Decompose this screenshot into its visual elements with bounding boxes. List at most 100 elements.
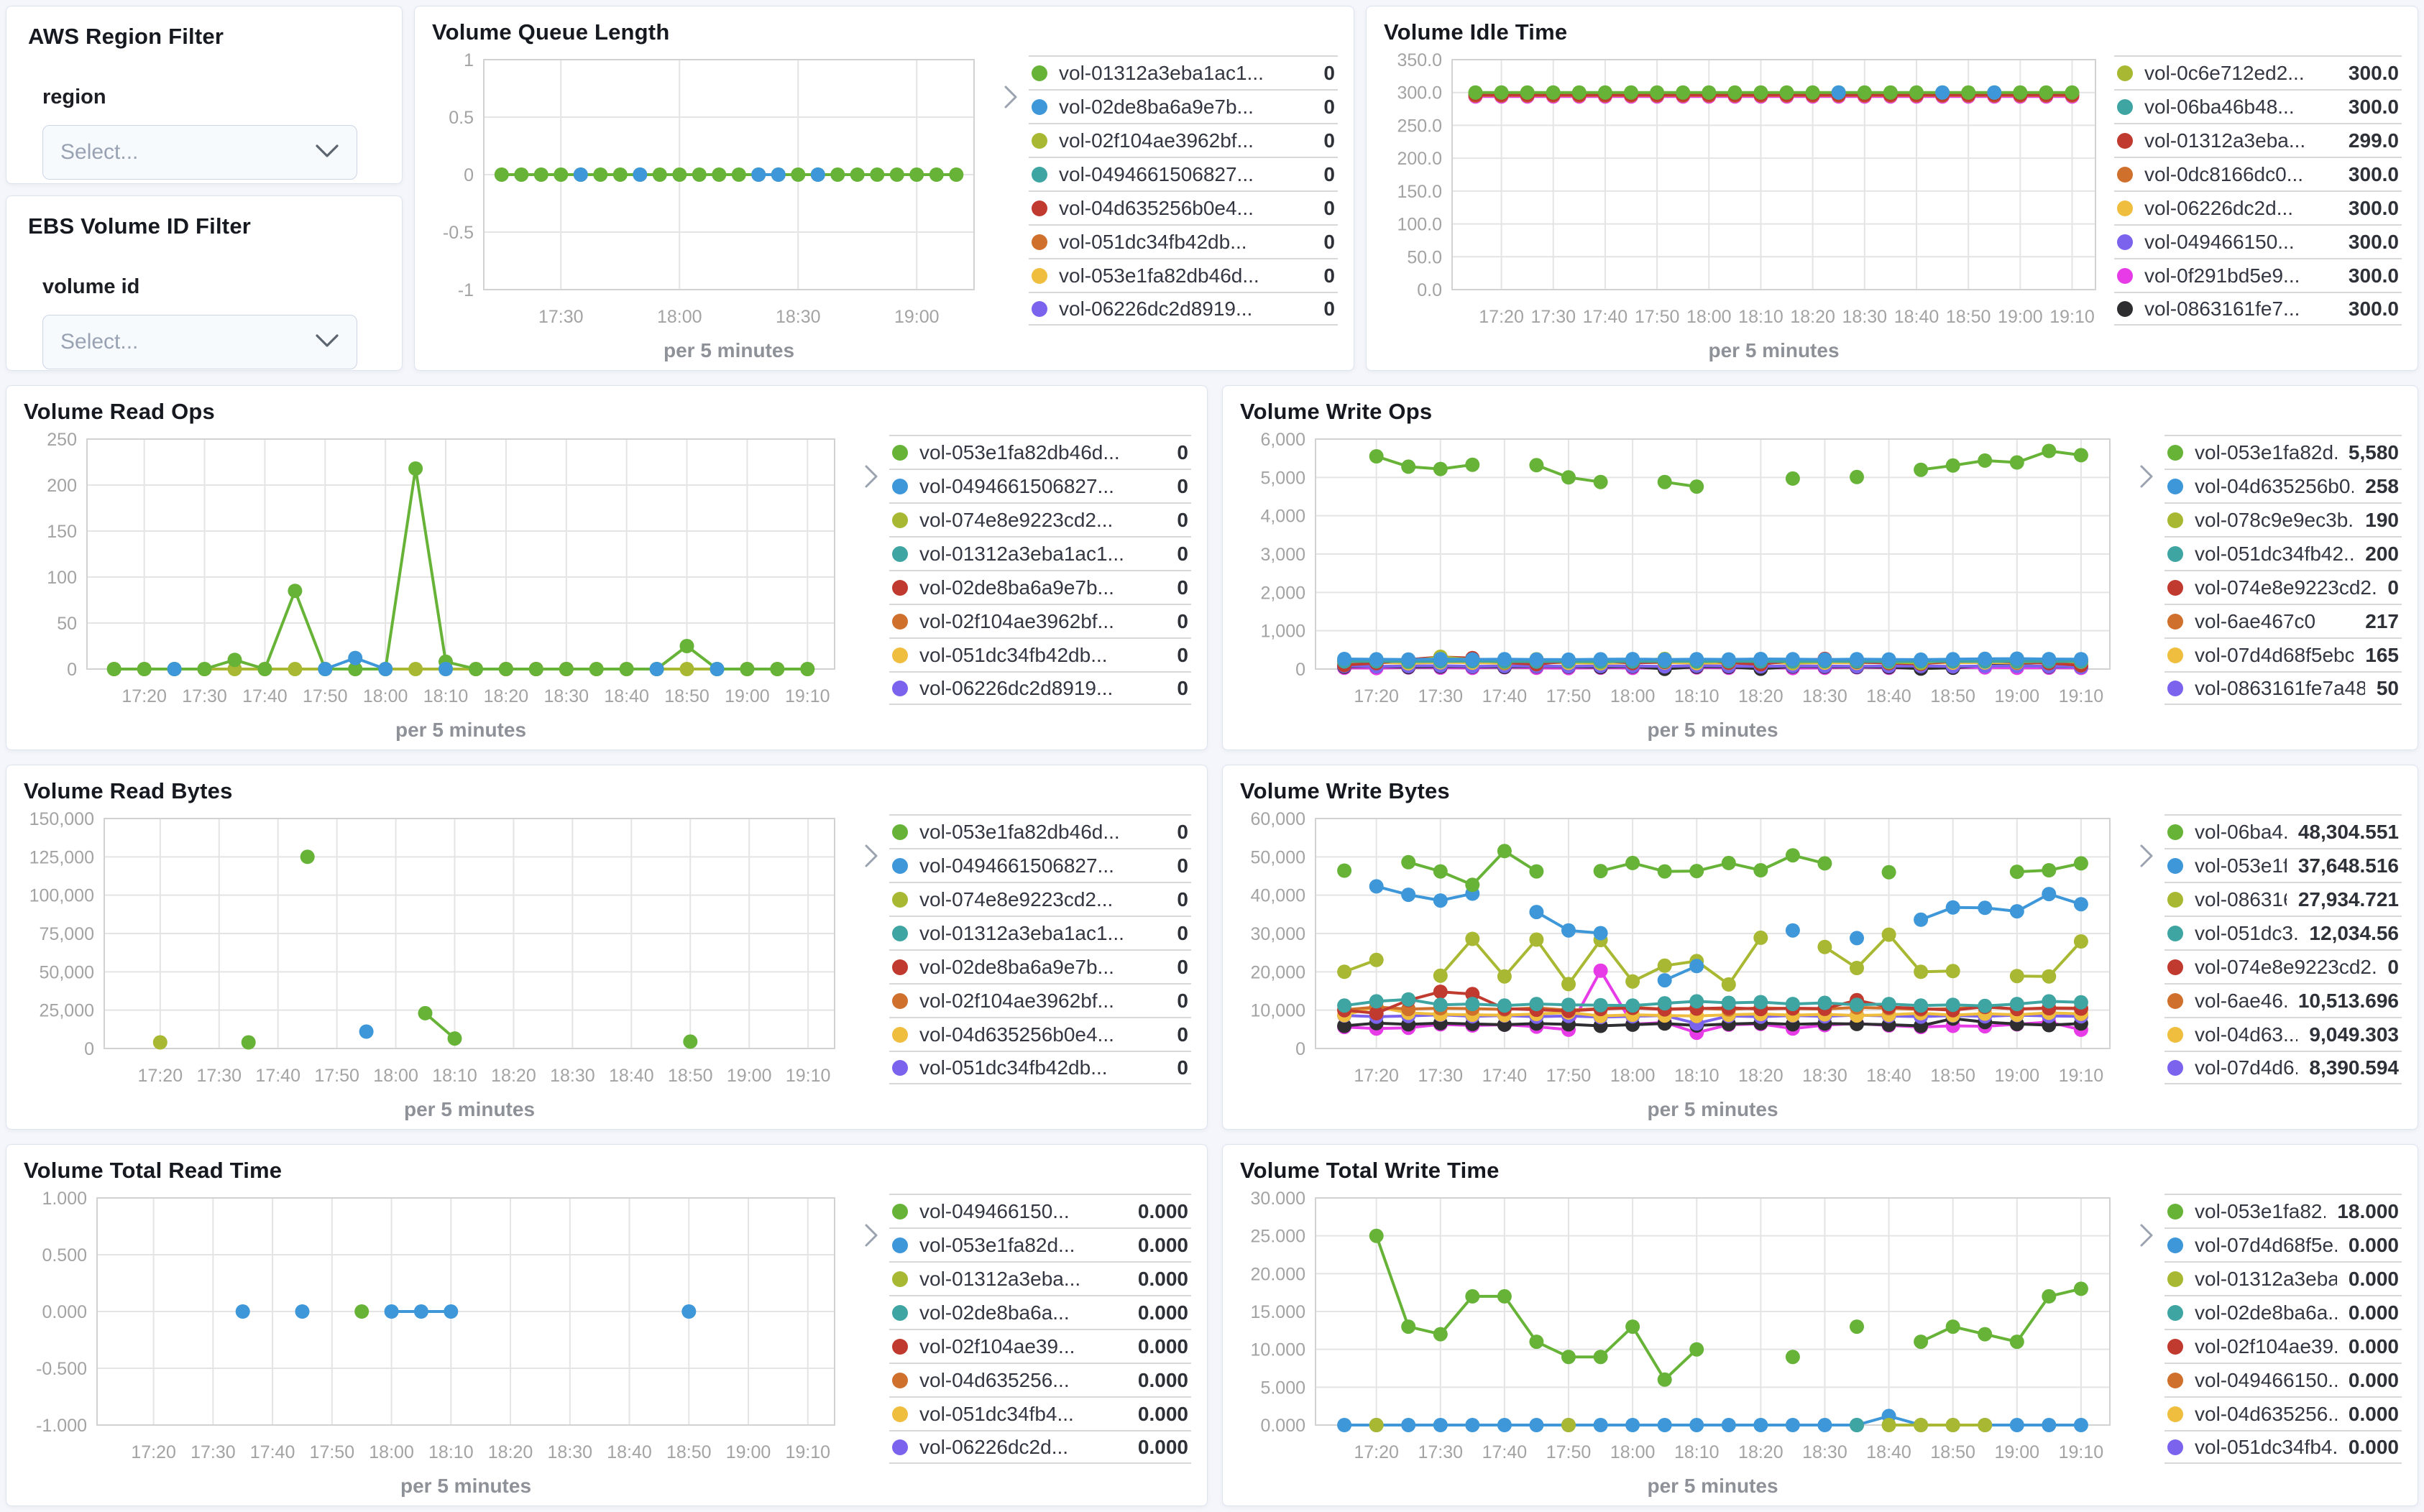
legend-item[interactable]: vol-06ba4... 48,304.551 [2164, 814, 2402, 848]
series-label: vol-049466150... [2195, 1368, 2337, 1391]
series-label: vol-086316... [2195, 888, 2287, 911]
legend-item[interactable]: vol-06226dc2d... 0.000 [889, 1430, 1191, 1464]
legend-item[interactable]: vol-053e1fa82d... 5,580 [2164, 435, 2402, 469]
chart-plot-area[interactable]: 30.000 25.000 20.000 15.000 10.000 5.000 0.000… [1240, 1185, 2129, 1500]
legend-item[interactable]: vol-053e1fa82... 18.000 [2164, 1194, 2402, 1227]
legend-item[interactable]: vol-0dc8166dc0... 300.0 [2114, 157, 2402, 190]
legend-item[interactable]: vol-07d4d68f5e... 0.000 [2164, 1227, 2402, 1261]
legend-item[interactable]: vol-053e1f... 37,648.516 [2164, 848, 2402, 882]
svg-text:18:00: 18:00 [1610, 1442, 1656, 1462]
legend-item[interactable]: vol-02de8ba6a... 0.000 [2164, 1295, 2402, 1329]
chart-plot-area[interactable]: 350.0 300.0 250.0 200.0 150.0 100.0 50.0 0.0 17:… [1384, 47, 2114, 364]
legend-item[interactable]: vol-04d635256... 0.000 [2164, 1396, 2402, 1430]
legend-item[interactable]: vol-051dc3... 12,034.56 [2164, 916, 2402, 949]
legend-item[interactable]: vol-04d635256b0e4... 0 [889, 1017, 1191, 1051]
legend-item[interactable]: vol-01312a3eba... 0.000 [2164, 1261, 2402, 1295]
legend-item[interactable]: vol-051dc34fb4... 0.000 [889, 1396, 1191, 1430]
series-label: vol-074e8e9223cd2... [2195, 955, 2377, 978]
series-last-value: 0 [1177, 474, 1188, 497]
chart-plot-area[interactable]: 250 200 150 100 50 0 17:20 17:30 17:40 17:50 18:00… [24, 426, 853, 744]
legend-collapse-icon[interactable] [853, 843, 889, 869]
legend-item[interactable]: vol-051dc34fb42db... 0 [889, 1051, 1191, 1084]
legend-collapse-icon[interactable] [2129, 464, 2164, 489]
legend-item[interactable]: vol-06ba46b48... 300.0 [2114, 89, 2402, 123]
legend-item[interactable]: vol-051dc34fb42db... 0 [889, 637, 1191, 671]
chart-plot-area[interactable]: 1.000 0.500 0.000 -0.500 -1.000 17:20 17:30 17:… [24, 1185, 853, 1500]
volume-id-select-placeholder: Select... [60, 330, 139, 354]
legend-item[interactable]: vol-04d63... 9,049.303 [2164, 1017, 2402, 1051]
legend-item[interactable]: vol-053e1fa82db46d... 0 [889, 435, 1191, 469]
volume-total-write-time-panel: Volume Total Write Time 30.000 25.000 20.0… [1222, 1144, 2418, 1506]
chart-plot-area[interactable]: 6,000 5,000 4,000 3,000 2,000 1,000 0 17:20 17:3… [1240, 426, 2129, 744]
legend-item[interactable]: vol-0863161fe7a48... 50 [2164, 671, 2402, 705]
legend-item[interactable]: vol-01312a3eba... 0.000 [889, 1261, 1191, 1295]
legend: vol-06ba4... 48,304.551 vol-053e1f... 37,64… [2164, 814, 2402, 1084]
legend-item[interactable]: vol-01312a3eba1ac1... 0 [889, 916, 1191, 949]
legend-collapse-icon[interactable] [993, 84, 1029, 110]
legend-item[interactable]: vol-051dc34fb42... 200 [2164, 536, 2402, 570]
legend-item[interactable]: vol-02f104ae3962bf... 0 [889, 604, 1191, 637]
legend-item[interactable]: vol-01312a3eba1ac1... 0 [1029, 55, 1338, 89]
legend-item[interactable]: vol-07d4d68f5ebc... 165 [2164, 637, 2402, 671]
region-select[interactable]: Select... [42, 125, 357, 180]
legend-item[interactable]: vol-051dc34fb4... 0.000 [2164, 1430, 2402, 1464]
legend-item[interactable]: vol-049466150... 300.0 [2114, 224, 2402, 258]
legend-item[interactable]: vol-02f104ae39... 0.000 [889, 1329, 1191, 1363]
svg-text:18:30: 18:30 [543, 686, 589, 706]
legend-item[interactable]: vol-04d635256b0e4... 0 [1029, 190, 1338, 224]
legend-item[interactable]: vol-078c9e9ec3b... 190 [2164, 502, 2402, 536]
svg-text:250.0: 250.0 [1397, 116, 1442, 136]
legend-item[interactable]: vol-02de8ba6a... 0.000 [889, 1295, 1191, 1329]
legend-item[interactable]: vol-049466150... 0.000 [889, 1194, 1191, 1227]
chart-plot-area[interactable]: 1 0.5 0 -0.5 -1 17:30 18:00 18:30 19:00 per 5 min… [432, 47, 993, 364]
series-label: vol-06226dc2d8919... [1059, 297, 1253, 320]
legend-item[interactable]: vol-053e1fa82d... 0.000 [889, 1227, 1191, 1261]
legend-item[interactable]: vol-06226dc2d8919... 0 [1029, 292, 1338, 326]
chart-plot-area[interactable]: 60,000 50,000 40,000 30,000 20,000 10,000 0 17:… [1240, 806, 2129, 1123]
legend-collapse-icon[interactable] [853, 464, 889, 489]
legend-item[interactable]: vol-074e8e9223cd2... 0 [889, 882, 1191, 916]
legend-item[interactable]: vol-074e8e9223cd2... 0 [2164, 949, 2402, 983]
legend-item[interactable]: vol-0494661506827... 0 [889, 469, 1191, 502]
legend-collapse-icon[interactable] [2129, 1222, 2164, 1248]
volume-id-select[interactable]: Select... [42, 315, 357, 369]
svg-text:18:10: 18:10 [432, 1066, 477, 1086]
svg-text:18:00: 18:00 [657, 307, 702, 327]
chart-plot-area[interactable]: 150,000 125,000 100,000 75,000 50,000 25,000 0… [24, 806, 853, 1123]
legend-item[interactable]: vol-0863161fe7... 300.0 [2114, 292, 2402, 326]
legend-item[interactable]: vol-01312a3eba... 299.0 [2114, 123, 2402, 157]
legend-item[interactable]: vol-6ae46... 10,513.696 [2164, 983, 2402, 1017]
legend-item[interactable]: vol-04d635256... 0.000 [889, 1363, 1191, 1396]
legend-item[interactable]: vol-02f104ae3962bf... 0 [889, 983, 1191, 1017]
legend-item[interactable]: vol-04d635256b0... 258 [2164, 469, 2402, 502]
legend-collapse-icon[interactable] [853, 1222, 889, 1248]
svg-text:18:10: 18:10 [1674, 1442, 1720, 1462]
series-color-dot [892, 613, 908, 630]
series-last-value: 0.000 [2348, 1233, 2399, 1256]
legend-item[interactable]: vol-06226dc2d8919... 0 [889, 671, 1191, 705]
legend-item[interactable]: vol-086316... 27,934.721 [2164, 882, 2402, 916]
svg-text:19:10: 19:10 [786, 1066, 831, 1086]
legend-item[interactable]: vol-051dc34fb42db... 0 [1029, 224, 1338, 258]
legend-item[interactable]: vol-02de8ba6a9e7b... 0 [1029, 89, 1338, 123]
legend-item[interactable]: vol-0f291bd5e9... 300.0 [2114, 258, 2402, 292]
legend-item[interactable]: vol-053e1fa82db46d... 0 [889, 814, 1191, 848]
legend-item[interactable]: vol-0c6e712ed2... 300.0 [2114, 55, 2402, 89]
legend-item[interactable]: vol-07d4d6... 8,390.594 [2164, 1051, 2402, 1084]
legend-collapse-icon[interactable] [2129, 843, 2164, 869]
legend-item[interactable]: vol-02de8ba6a9e7b... 0 [889, 949, 1191, 983]
legend-item[interactable]: vol-02f104ae39... 0.000 [2164, 1329, 2402, 1363]
legend-item[interactable]: vol-0494661506827... 0 [889, 848, 1191, 882]
svg-text:18:30: 18:30 [776, 307, 821, 327]
legend-item[interactable]: vol-053e1fa82db46d... 0 [1029, 258, 1338, 292]
legend-item[interactable]: vol-01312a3eba1ac1... 0 [889, 536, 1191, 570]
legend-item[interactable]: vol-02de8ba6a9e7b... 0 [889, 570, 1191, 604]
legend-item[interactable]: vol-074e8e9223cd2... 0 [2164, 570, 2402, 604]
legend-item[interactable]: vol-0494661506827... 0 [1029, 157, 1338, 190]
legend-item[interactable]: vol-049466150... 0.000 [2164, 1363, 2402, 1396]
legend-item[interactable]: vol-6ae467c0 217 [2164, 604, 2402, 637]
legend-item[interactable]: vol-02f104ae3962bf... 0 [1029, 123, 1338, 157]
series-label: vol-01312a3eba... [2195, 1267, 2337, 1290]
legend-item[interactable]: vol-074e8e9223cd2... 0 [889, 502, 1191, 536]
legend-item[interactable]: vol-06226dc2d... 300.0 [2114, 190, 2402, 224]
